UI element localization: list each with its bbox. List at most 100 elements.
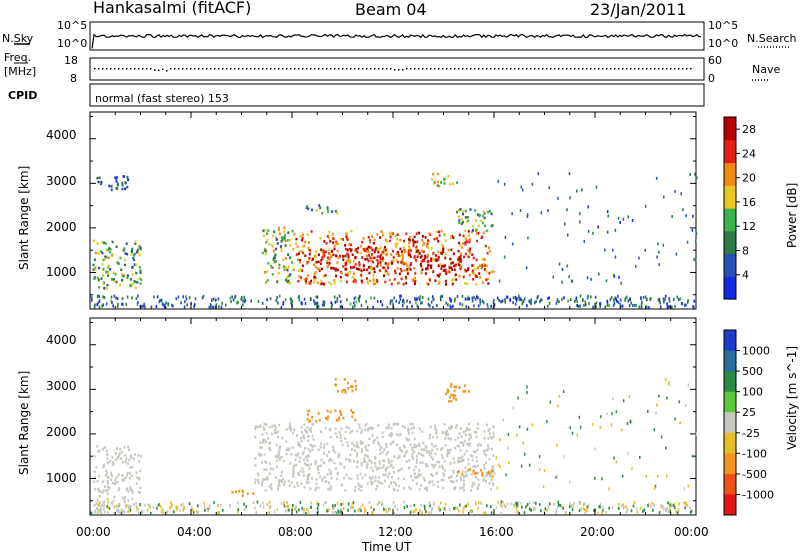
range-cell [327, 415, 330, 418]
range-cell [345, 280, 348, 284]
range-cell [640, 303, 643, 307]
range-cell [497, 179, 499, 183]
colorbar-segment [724, 391, 736, 413]
range-cell [360, 450, 363, 454]
range-cell [138, 266, 141, 269]
range-cell [345, 458, 348, 461]
range-cell [597, 225, 599, 229]
range-cell [413, 266, 416, 270]
range-cell [180, 301, 182, 305]
range-cell [458, 486, 461, 490]
range-cell [335, 240, 338, 244]
range-cell [182, 295, 184, 299]
range-cell [322, 300, 325, 304]
range-cell [120, 457, 123, 460]
range-cell [411, 446, 413, 450]
velocity-panel [89, 317, 697, 516]
range-cell [270, 264, 273, 268]
range-cell [413, 255, 416, 258]
range-cell [415, 245, 418, 249]
range-cell [368, 254, 370, 257]
range-cell [449, 385, 452, 388]
range-cell [291, 229, 294, 233]
range-cell [340, 510, 342, 514]
range-cell [516, 502, 519, 506]
range-cell [443, 234, 446, 237]
range-cell [130, 284, 132, 288]
range-cell [395, 299, 398, 303]
range-cell [300, 250, 303, 253]
range-cell [426, 254, 429, 257]
range-cell [317, 253, 320, 256]
range-cell [370, 246, 373, 250]
range-cell [481, 264, 484, 268]
range-cell [219, 503, 222, 507]
range-cell [451, 282, 454, 286]
range-cell [353, 272, 355, 276]
range-cell [272, 467, 275, 471]
range-cell [144, 305, 146, 309]
range-cell [512, 406, 514, 410]
range-cell [525, 266, 528, 270]
range-cell [556, 299, 559, 303]
range-cell [458, 432, 461, 435]
range-cell [288, 447, 291, 451]
range-cell [364, 428, 367, 431]
range-cell [394, 234, 397, 238]
range-cell [339, 436, 342, 440]
range-cell [690, 509, 693, 513]
freq-dot [322, 68, 324, 70]
range-cell [437, 264, 440, 267]
range-cell [344, 389, 347, 392]
range-cell [334, 300, 337, 304]
range-cell [289, 256, 292, 260]
range-cell [278, 484, 281, 487]
colorbar-tick-label: -25 [742, 427, 760, 440]
range-cell [617, 300, 620, 304]
freq-dot [150, 68, 152, 70]
range-cell [197, 510, 199, 514]
range-cell [604, 305, 607, 309]
range-cell [431, 480, 434, 483]
range-cell [566, 264, 569, 268]
range-cell [243, 502, 245, 506]
range-cell [171, 503, 173, 507]
cpid-value: normal (fast stereo) 153 [95, 92, 229, 105]
range-cell [460, 459, 463, 463]
range-cell [498, 298, 500, 302]
range-cell [465, 504, 467, 508]
range-cell [413, 256, 416, 260]
freq-dot [414, 68, 416, 70]
range-cell [461, 294, 464, 298]
range-cell [434, 452, 437, 456]
range-cell [677, 508, 680, 512]
range-cell [459, 243, 462, 247]
range-cell [463, 475, 466, 478]
range-cell [449, 296, 451, 300]
freq-dot [642, 68, 644, 70]
range-cell [468, 433, 471, 437]
range-cell [123, 500, 126, 504]
range-cell [347, 381, 350, 385]
range-cell [370, 505, 372, 509]
range-cell [583, 303, 585, 307]
range-cell [451, 261, 454, 264]
range-cell [329, 488, 332, 492]
range-cell [304, 279, 307, 283]
range-cell [277, 228, 280, 232]
range-cell [371, 256, 374, 260]
range-cell [421, 268, 424, 271]
range-cell [257, 452, 260, 456]
range-cell [442, 472, 445, 475]
range-cell [348, 458, 351, 461]
xtick-3: 12:00 [378, 525, 413, 539]
range-cell [352, 411, 355, 414]
range-cell [468, 444, 471, 447]
range-cell [467, 462, 470, 466]
range-cell [304, 447, 307, 450]
range-cell [477, 464, 479, 468]
range-cell [618, 275, 620, 279]
range-cell [382, 259, 385, 263]
range-cell [388, 239, 391, 243]
range-cell [323, 254, 326, 258]
